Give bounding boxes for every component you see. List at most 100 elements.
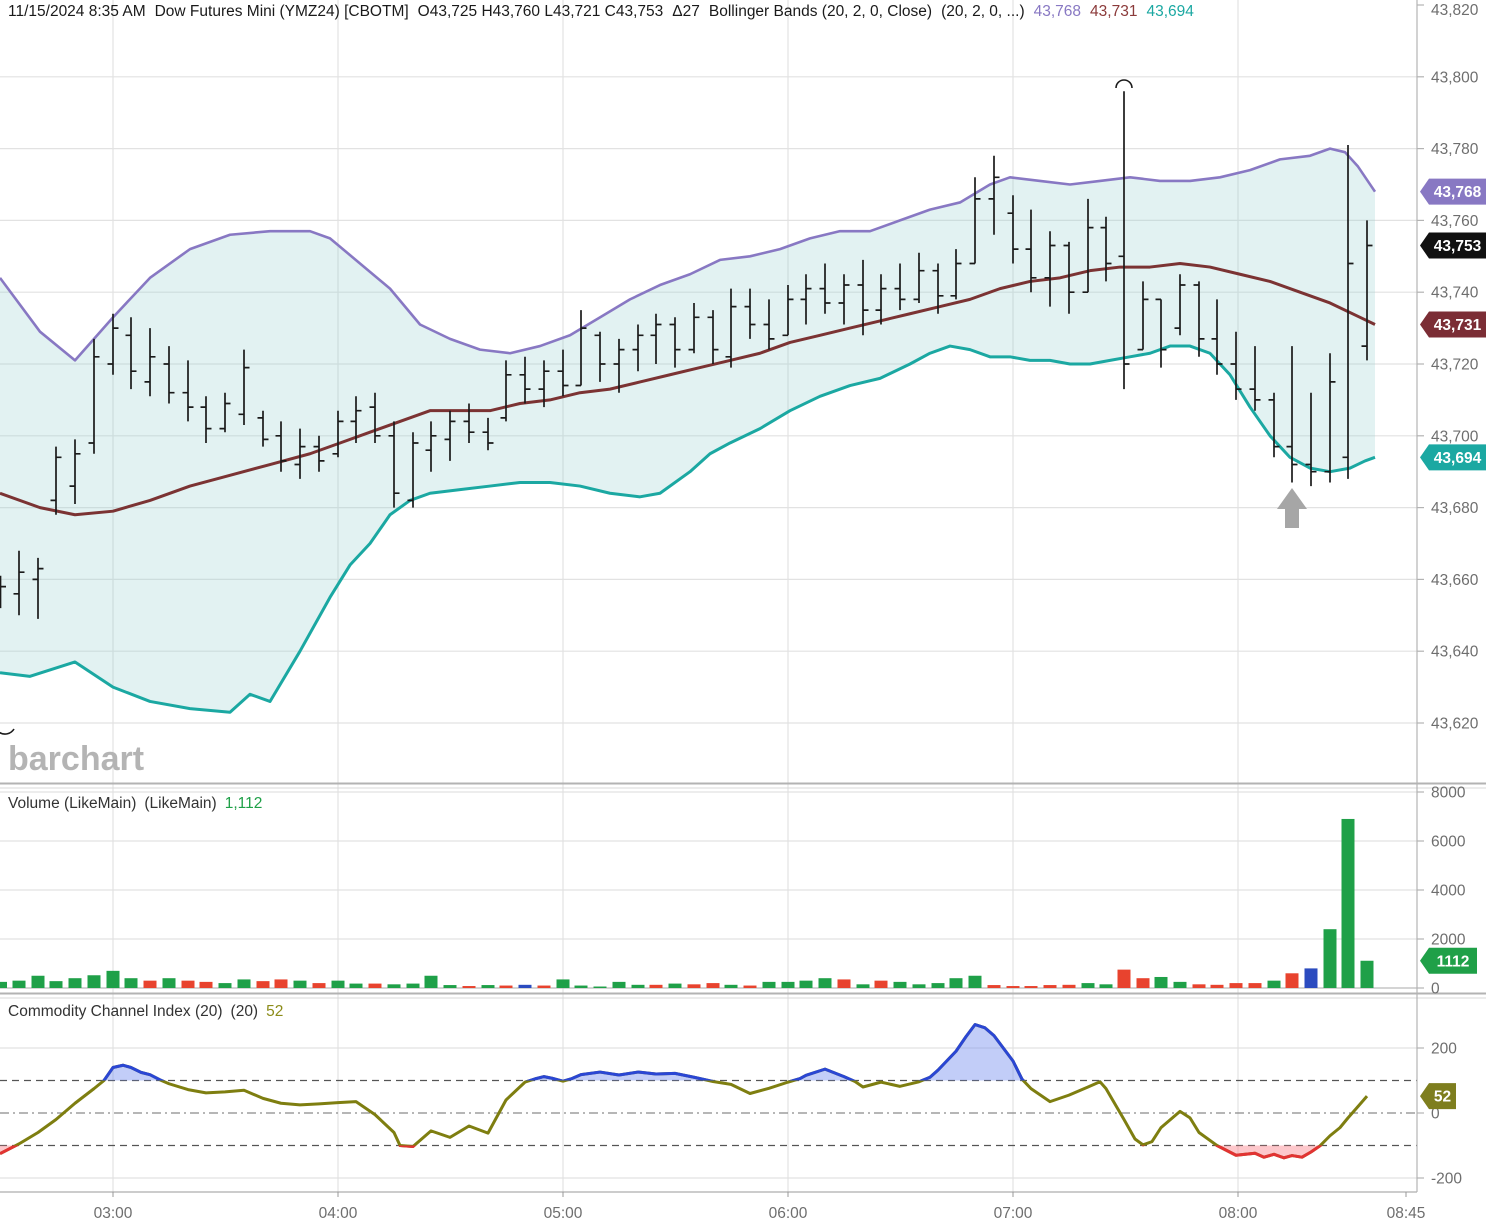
volume-bar — [1248, 983, 1262, 988]
badge-label: 43,753 — [1434, 238, 1482, 255]
ohlc-bars — [0, 91, 1373, 619]
volume-bar — [874, 980, 888, 988]
cci-oversold-fill — [0, 1145, 1367, 1158]
volume-bar — [912, 984, 926, 988]
volume-bar — [162, 978, 176, 988]
badge-label: 43,768 — [1434, 184, 1482, 201]
title-symbol: Dow Futures Mini (YMZ24) [CBOTM] — [154, 3, 409, 20]
volume-bar — [1154, 976, 1168, 988]
axis-tick-label: 43,620 — [1431, 716, 1479, 733]
axis-tick-label: 0 — [1431, 981, 1440, 998]
time-tick-label: 08:00 — [1219, 1205, 1258, 1222]
title-band-value: 43,731 — [1090, 3, 1138, 20]
cci-pane — [0, 1023, 1369, 1160]
volume-bar — [931, 983, 945, 988]
axis-tick-label: 43,740 — [1431, 285, 1479, 302]
time-tick-label: 06:00 — [769, 1205, 808, 1222]
title-band-values: 43,768 43,731 43,694 — [1034, 3, 1203, 20]
volume-bar — [0, 981, 7, 988]
axis-value-badge: 43,694 — [1420, 444, 1486, 471]
title-change: Δ27 — [672, 3, 700, 20]
volume-bar — [87, 975, 101, 988]
volume-bar — [743, 985, 757, 988]
title-band-value: 43,694 — [1146, 3, 1194, 20]
cci-overbought-fill — [0, 1024, 1367, 1081]
volume-bar — [1173, 981, 1187, 988]
badge-label: 43,694 — [1434, 450, 1482, 467]
volume-bar — [31, 975, 45, 988]
time-tick-label: 03:00 — [94, 1205, 133, 1222]
volume-bar — [1062, 984, 1076, 988]
title-ohlc: O43,725 H43,760 L43,721 C43,753 — [417, 3, 664, 20]
cci-pane-label: Commodity Channel Index (20) (20) 52 — [8, 1003, 291, 1021]
volume-bar — [424, 975, 438, 988]
title-band-value: 43,768 — [1033, 3, 1082, 20]
volume-bar — [649, 984, 663, 988]
volume-bar — [818, 978, 832, 988]
chart-title: 11/15/2024 8:35 AM Dow Futures Mini (YMZ2… — [8, 3, 1212, 21]
volume-bar — [1285, 973, 1299, 988]
volume-bar — [1341, 818, 1355, 988]
volume-label: Volume (LikeMain) — [8, 795, 137, 812]
volume-bar — [349, 983, 363, 988]
axis-value-badge: 52 — [1420, 1083, 1456, 1110]
volume-bar — [387, 984, 401, 988]
volume-pane-label: Volume (LikeMain) (LikeMain) 1,112 — [8, 795, 270, 813]
volume-bar — [256, 981, 270, 988]
volume-bar — [1043, 985, 1057, 988]
title-indicator-params: (20, 2, 0, ...) — [941, 3, 1025, 20]
axis-value-badge: 1112 — [1420, 947, 1477, 974]
axis-value-badge: 43,731 — [1420, 311, 1486, 338]
volume-bar — [949, 978, 963, 988]
volume-bar — [1192, 984, 1206, 988]
volume-bar — [1136, 978, 1150, 988]
volume-bar — [968, 975, 982, 988]
volume-bar — [518, 984, 532, 988]
cci-value: 52 — [266, 1003, 284, 1020]
volume-bar — [1099, 984, 1113, 988]
axis-tick-label: 200 — [1431, 1041, 1457, 1058]
volume-bar — [856, 984, 870, 988]
axis-tick-label: 4000 — [1431, 883, 1466, 900]
volume-bar — [1267, 980, 1281, 988]
volume-bar — [499, 985, 513, 988]
volume-bar — [537, 985, 551, 988]
volume-pane — [0, 818, 1374, 988]
volume-bar — [49, 981, 63, 988]
axis-tick-label: 43,820 — [1431, 2, 1479, 19]
volume-bar — [124, 978, 138, 988]
volume-label-params: (LikeMain) — [144, 795, 217, 812]
barchart-logo: barchart — [8, 740, 145, 778]
volume-bar — [481, 985, 495, 988]
volume-bar — [218, 983, 232, 988]
volume-bar — [1229, 983, 1243, 988]
volume-bar — [406, 983, 420, 988]
volume-bar — [312, 983, 326, 988]
volume-bar — [68, 978, 82, 988]
badge-label: 43,731 — [1434, 317, 1482, 334]
time-tick-label: 07:00 — [994, 1205, 1033, 1222]
volume-bar — [368, 983, 382, 988]
volume-bar — [612, 981, 626, 988]
cci-label: Commodity Channel Index (20) — [8, 1003, 223, 1020]
axis-tick-label: 43,760 — [1431, 213, 1479, 230]
volume-bar — [1323, 929, 1337, 988]
volume-bar — [706, 983, 720, 988]
volume-bar — [556, 979, 570, 988]
volume-bar — [274, 979, 288, 988]
volume-bar — [199, 981, 213, 988]
left-edge-arc-marker — [0, 728, 15, 735]
axis-value-badge: 43,753 — [1420, 232, 1486, 259]
axis-tick-label: -200 — [1431, 1171, 1462, 1188]
volume-bar — [181, 980, 195, 988]
axis-tick-label: 43,800 — [1431, 69, 1479, 86]
volume-bar — [462, 986, 476, 988]
high-circle-marker — [1115, 79, 1133, 89]
time-tick-label: 05:00 — [544, 1205, 583, 1222]
volume-bar — [1304, 968, 1318, 988]
volume-bar — [781, 981, 795, 988]
volume-bar — [799, 980, 813, 988]
volume-bar — [631, 984, 645, 988]
